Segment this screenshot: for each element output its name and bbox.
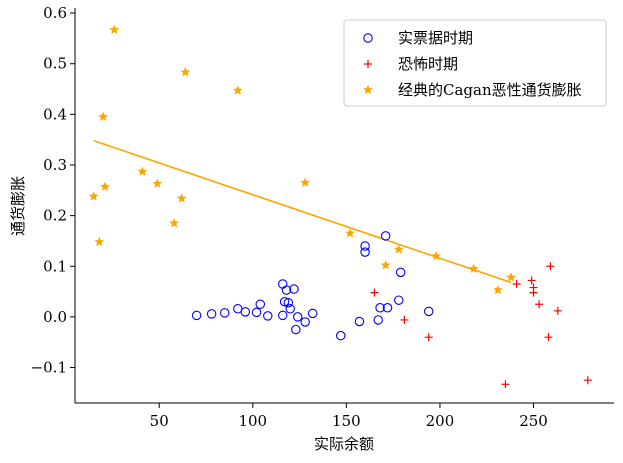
legend-label: 经典的Cagan恶性通货膨胀 [398,81,582,99]
data-point [501,380,510,389]
data-point [544,333,553,342]
legend-marker [362,84,374,95]
legend-entry: 恐怖时期 [364,55,458,73]
series-3 [88,24,517,295]
data-point [206,309,217,319]
plot-area [88,24,592,389]
data-point [98,111,109,122]
legend-marker [363,33,373,43]
data-point [373,315,383,325]
data-point [279,296,290,307]
data-point [307,308,318,319]
data-point [354,316,365,327]
legend-label: 实票据时期 [398,29,473,47]
y-tick-label: 0.3 [43,156,67,174]
data-point [336,330,346,341]
data-point [169,217,180,228]
data-point [289,284,299,294]
x-tick-label: 100 [238,412,267,430]
data-point [292,312,303,322]
y-tick-label: 0.5 [43,55,67,73]
data-point [583,376,592,385]
y-axis-label: 通货膨胀 [9,176,27,236]
data-point [380,231,391,241]
data-point [277,310,288,321]
data-point [529,288,538,297]
data-point [393,244,404,254]
x-tick-label: 250 [519,412,548,430]
data-point [251,307,262,318]
data-point [152,178,163,189]
data-point [99,181,110,192]
y-tick-label: 0.0 [43,308,67,326]
data-point [300,177,311,187]
data-point [535,300,544,309]
data-point [360,247,370,257]
series-2 [370,262,592,389]
y-tick-label: 0.4 [43,105,67,123]
data-point [137,166,148,176]
data-point [424,333,433,342]
data-point [176,193,187,203]
y-ticks: −0.1 0.0 0.1 0.2 0.3 0.4 0.5 0.6 [31,4,75,377]
data-point [360,241,370,251]
data-point [512,279,521,288]
y-tick-label: 0.6 [43,4,67,22]
data-point [370,288,379,297]
x-tick-label: 50 [150,412,169,430]
data-point [506,272,517,282]
data-point [109,24,120,35]
x-axis-label: 实际余额 [314,435,374,453]
data-point [283,297,294,308]
data-point [375,303,385,313]
series-1 [191,231,434,341]
data-point [382,303,393,313]
data-point [394,295,404,305]
data-point [191,310,202,321]
data-point [88,191,99,201]
data-point [527,276,536,285]
axes [74,8,614,404]
legend-entry: 经典的Cagan恶性通货膨胀 [362,81,582,99]
data-point [255,299,266,309]
data-point [423,306,434,317]
x-tick-label: 200 [426,412,455,430]
data-point [232,85,243,95]
data-point [180,67,191,77]
x-ticks: 50 100 150 200 250 [150,403,548,430]
data-point [240,307,251,317]
data-point [263,311,273,321]
data-point [345,228,356,238]
data-point [553,306,562,315]
data-point [281,285,292,295]
y-tick-label: 0.1 [43,257,67,275]
data-point [546,262,555,271]
x-tick-label: 150 [332,412,361,430]
data-point [431,250,442,261]
data-point [468,263,479,274]
trend-line [93,139,512,284]
data-point [291,324,301,335]
data-point [300,317,310,327]
legend-label: 恐怖时期 [398,55,458,73]
data-point [380,259,391,270]
y-tick-label: −0.1 [31,359,67,377]
legend-entry: 实票据时期 [363,29,473,47]
data-point [285,304,295,314]
data-point [400,315,409,324]
data-point [94,236,105,247]
y-tick-label: 0.2 [43,207,67,225]
data-point [492,284,503,295]
legend-box [343,19,607,107]
data-point [395,267,406,278]
data-point [219,308,230,318]
legend-marker [364,60,372,68]
